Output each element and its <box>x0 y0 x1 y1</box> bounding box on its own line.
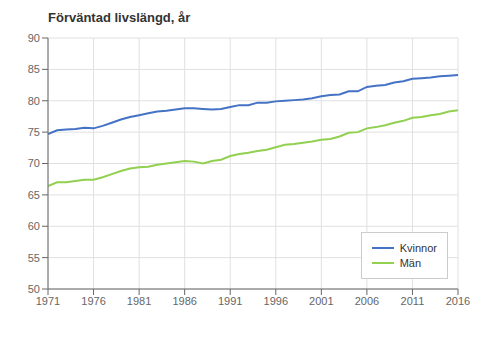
html-text:Kvinnor: Kvinnor <box>399 242 437 254</box>
svg-text:70: 70 <box>28 157 40 169</box>
svg-text:50: 50 <box>28 283 40 295</box>
svg-text:1986: 1986 <box>172 295 196 307</box>
svg-text:2006: 2006 <box>355 295 379 307</box>
html-text:Män: Män <box>399 257 422 269</box>
svg-text:80: 80 <box>28 95 40 107</box>
svg-text:90: 90 <box>28 32 40 44</box>
svg-text:55: 55 <box>28 252 40 264</box>
svg-text:1991: 1991 <box>218 295 242 307</box>
svg-text:1996: 1996 <box>264 295 288 307</box>
svg-text:1976: 1976 <box>81 295 105 307</box>
svg-text:2011: 2011 <box>401 295 425 307</box>
svg-text:2016: 2016 <box>446 295 470 307</box>
svg-text:75: 75 <box>28 126 40 138</box>
svg-text:65: 65 <box>28 189 40 201</box>
svg-text:1971: 1971 <box>36 295 60 307</box>
html-text:Förväntad livslängd, år: Förväntad livslängd, år <box>48 10 191 25</box>
svg-text:60: 60 <box>28 220 40 232</box>
svg-text:85: 85 <box>28 63 40 75</box>
svg-text:2001: 2001 <box>309 295 333 307</box>
svg-text:1981: 1981 <box>127 295 151 307</box>
